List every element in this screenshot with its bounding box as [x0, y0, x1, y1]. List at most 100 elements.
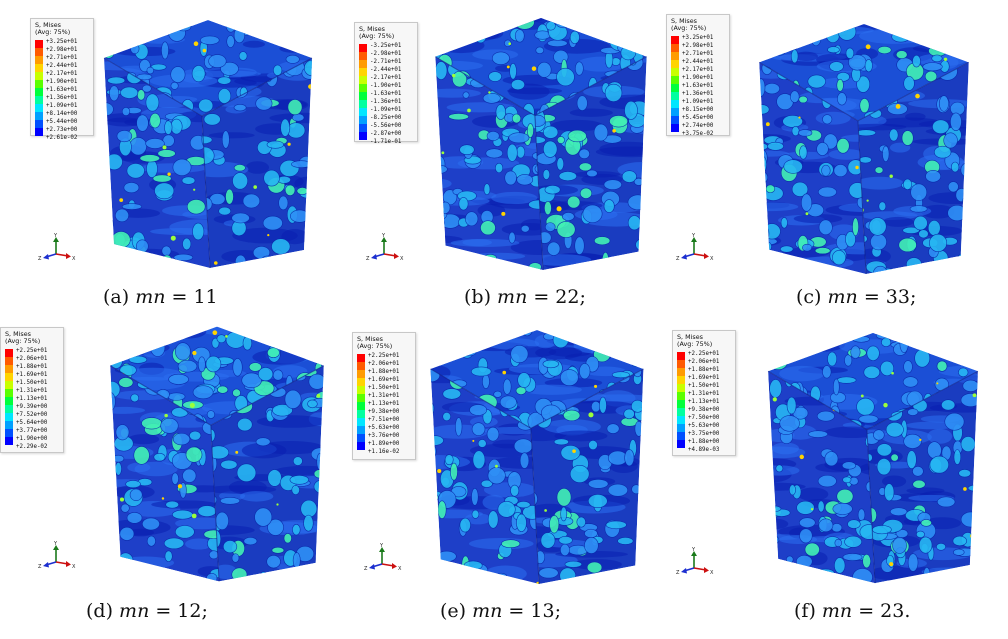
legend-value: -1.90e+01	[370, 83, 402, 89]
matrix-band	[768, 446, 806, 459]
legend-value: +1.89e+00	[368, 441, 400, 447]
particle	[847, 519, 861, 529]
particle	[960, 162, 969, 178]
particle	[125, 258, 144, 268]
axis-triad-icon: Y Z X	[364, 543, 402, 572]
particle	[435, 218, 445, 228]
particle	[534, 114, 546, 127]
particle	[856, 397, 875, 416]
legend-value: +9.38e+00	[688, 407, 720, 413]
particle	[266, 554, 281, 569]
matrix-band	[228, 479, 267, 495]
matrix-band	[550, 119, 604, 132]
particle	[146, 159, 158, 178]
stress-hotspot	[161, 497, 165, 500]
caption-variable: mn	[472, 600, 503, 622]
particle	[172, 333, 181, 342]
cube-edge	[866, 429, 876, 584]
cube-edge	[210, 425, 220, 582]
particle	[782, 566, 803, 582]
particle	[295, 20, 312, 31]
particle	[759, 155, 767, 174]
legend-swatch	[671, 68, 679, 76]
particle	[259, 255, 276, 268]
y-axis-head	[381, 237, 387, 242]
particle	[458, 349, 477, 357]
particle	[161, 245, 172, 257]
stress-hotspot	[202, 48, 207, 53]
particle	[918, 229, 929, 239]
particle	[617, 537, 634, 545]
legend-value: +1.88e+00	[688, 439, 720, 445]
legend-value: +2.17e+01	[46, 71, 78, 77]
matrix-band	[770, 265, 799, 274]
particle	[764, 42, 772, 58]
legend-swatch	[357, 410, 365, 418]
particle	[881, 337, 892, 348]
particle	[958, 367, 969, 378]
z-axis-label: Z	[38, 564, 42, 570]
legend-swatches	[357, 354, 365, 450]
legend-swatch	[5, 437, 13, 445]
particle	[947, 204, 967, 222]
particle	[790, 49, 799, 64]
legend-swatch	[671, 100, 679, 108]
particle	[898, 237, 917, 253]
legend-value: +2.44e+01	[682, 59, 714, 65]
particle	[772, 257, 783, 274]
particle	[798, 95, 808, 104]
matrix-band	[245, 161, 269, 174]
particle	[624, 449, 635, 467]
particle	[459, 517, 471, 533]
particle	[903, 76, 915, 91]
particle	[944, 572, 961, 584]
particle	[870, 233, 887, 251]
particle	[119, 364, 137, 376]
particle	[883, 483, 895, 502]
matrix-band	[927, 428, 953, 444]
caption-label: (e)	[440, 600, 467, 622]
stress-hotspot	[212, 330, 218, 336]
particle	[810, 28, 822, 47]
particle	[462, 91, 470, 99]
particle	[818, 219, 833, 236]
caption-label: (a)	[103, 286, 130, 308]
particle	[123, 182, 140, 194]
caption-equation: = 22;	[527, 286, 586, 308]
particle	[567, 18, 583, 28]
particle	[872, 525, 892, 535]
y-axis-label: Y	[53, 541, 58, 547]
particle	[953, 548, 965, 556]
stress-hotspot	[765, 122, 770, 127]
particle	[263, 169, 280, 187]
particle	[514, 29, 525, 43]
legend-value: +2.06e+01	[16, 356, 48, 362]
particle	[929, 233, 948, 253]
particle	[604, 83, 623, 102]
particle	[885, 421, 904, 438]
particle	[303, 59, 312, 77]
particle	[121, 203, 142, 210]
particle	[950, 346, 959, 357]
stress-hotspot	[170, 235, 176, 241]
particle	[925, 169, 942, 183]
particle	[962, 195, 969, 205]
particle	[558, 536, 573, 545]
particle	[225, 20, 237, 33]
particle	[964, 348, 976, 363]
matrix-band	[136, 259, 163, 268]
caption-variable: mn	[135, 286, 166, 308]
caption-equation: = 11	[165, 286, 218, 308]
legend-swatch	[357, 402, 365, 410]
stress-hotspot	[883, 402, 888, 408]
legend-swatch	[35, 72, 43, 80]
particle	[833, 164, 848, 178]
particle	[510, 484, 520, 497]
particle	[930, 263, 942, 273]
particle	[510, 344, 529, 364]
legend-subtitle: (Avg: 75%)	[357, 342, 393, 350]
particle	[949, 24, 967, 34]
particle	[144, 259, 160, 268]
particle	[480, 479, 493, 488]
particle	[960, 393, 978, 408]
